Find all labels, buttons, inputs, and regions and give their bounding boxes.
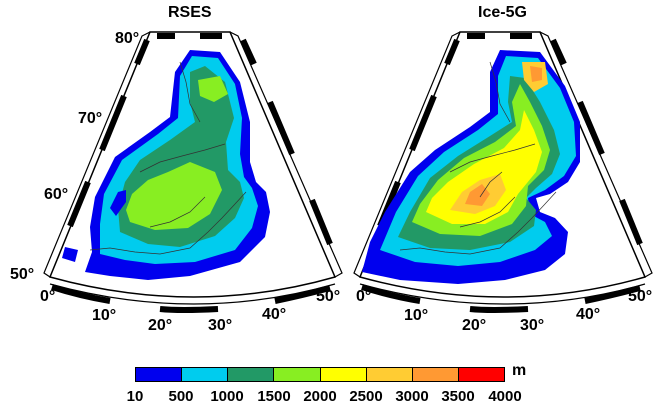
legend-swatch-500	[182, 368, 229, 381]
lat-label-70-rses: 70°	[78, 110, 103, 127]
legend-unit: m	[512, 362, 527, 379]
panel-title-rses: RSES	[168, 4, 212, 21]
legend-swatch-2500	[366, 368, 413, 381]
legend-tick: 2000	[303, 388, 337, 405]
legend-tick: 3000	[395, 388, 429, 405]
legend-swatch-2000	[320, 368, 367, 381]
lon-label-10-rses: 10°	[92, 307, 117, 324]
map-panel-ice5g	[340, 22, 660, 322]
lon-label-10-ice5g: 10°	[404, 307, 429, 324]
baltic-water	[110, 190, 126, 216]
lon-label-40-rses: 40°	[262, 306, 287, 323]
lon-label-0-rses: 0°	[40, 288, 56, 305]
ice-layer-3000	[465, 184, 490, 206]
lon-label-30-ice5g: 30°	[520, 317, 545, 334]
legend-tick: 500	[168, 388, 194, 405]
legend-tick: 10	[126, 388, 144, 405]
map-panel-rses	[30, 22, 360, 322]
ice-layer-1500	[126, 162, 222, 230]
legend-swatch-10	[136, 368, 183, 381]
ice-layer-3000b	[530, 66, 542, 82]
legend-swatch-3500	[458, 368, 504, 381]
lon-label-0-ice5g: 0°	[356, 288, 372, 305]
lon-label-30-rses: 30°	[208, 317, 233, 334]
lat-label-60-rses: 60°	[44, 186, 69, 203]
panel-title-ice5g: Ice-5G	[478, 4, 527, 21]
west-patch	[62, 247, 78, 262]
legend-swatch-3000	[412, 368, 459, 381]
legend-tick: 3500	[441, 388, 475, 405]
ice-layer-1500b	[198, 76, 228, 102]
legend-swatch-1500	[274, 368, 321, 381]
legend-tick: 2500	[349, 388, 383, 405]
lat-label-80-rses: 80°	[115, 30, 140, 47]
lon-label-50-ice5g: 50°	[628, 288, 653, 305]
lon-label-20-ice5g: 20°	[462, 317, 487, 334]
coastline	[399, 61, 557, 255]
lat-label-50-rses: 50°	[10, 266, 35, 283]
lon-label-20-rses: 20°	[148, 317, 173, 334]
legend-tick: 1500	[257, 388, 291, 405]
lon-label-50-rses: 50°	[316, 288, 341, 305]
map-ice5g-svg	[353, 31, 653, 313]
color-legend	[135, 367, 505, 382]
map-rses-svg	[43, 31, 343, 313]
ice-layer-2000	[426, 110, 542, 224]
coastline	[89, 61, 247, 255]
legend-ticks: 10 500 1000 1500 2000 2500 3000 3500 400…	[127, 388, 522, 408]
lon-label-40-ice5g: 40°	[576, 306, 601, 323]
legend-swatch-1000	[228, 368, 275, 381]
legend-tick: 1000	[210, 388, 244, 405]
legend-tick: 4000	[488, 388, 522, 405]
